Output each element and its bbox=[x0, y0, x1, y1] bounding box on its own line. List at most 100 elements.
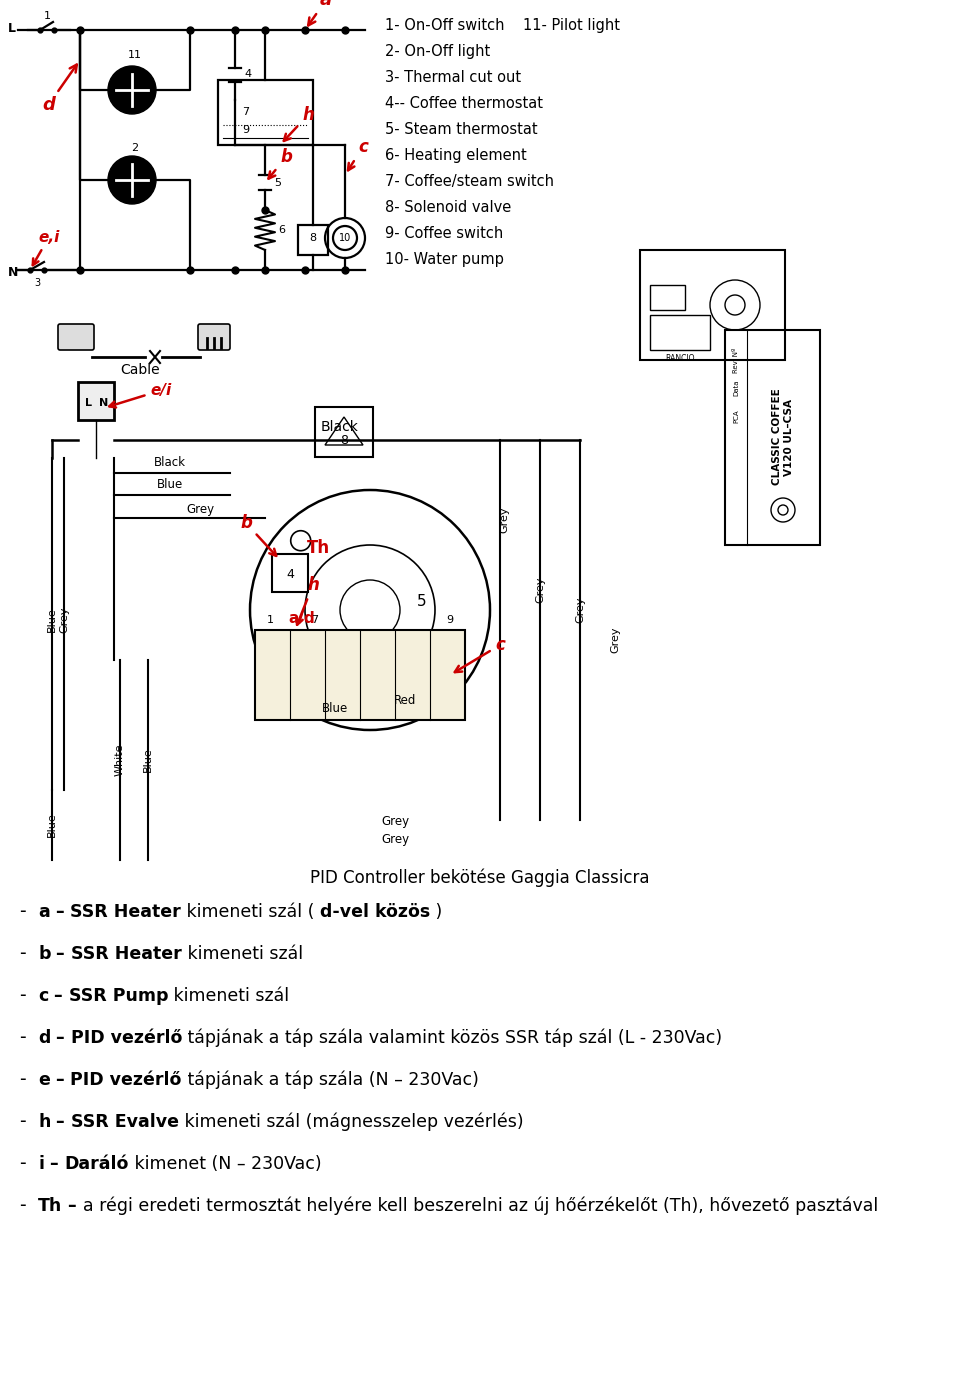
Text: kimeneti szál: kimeneti szál bbox=[168, 988, 290, 1006]
Text: c: c bbox=[455, 636, 505, 672]
Text: 3- Thermal cut out: 3- Thermal cut out bbox=[385, 71, 521, 84]
Text: SSR Pump: SSR Pump bbox=[69, 988, 168, 1006]
Text: 9- Coffee switch: 9- Coffee switch bbox=[385, 226, 503, 241]
Text: a régi eredeti termosztát helyére kell beszerelni az új hőérzékelőt (Th), hőveze: a régi eredeti termosztát helyére kell b… bbox=[83, 1197, 878, 1215]
Text: Blue: Blue bbox=[47, 608, 57, 633]
Text: Th: Th bbox=[38, 1197, 62, 1215]
Text: a/d: a/d bbox=[289, 611, 316, 626]
Text: tápjának a táp szála (N – 230Vac): tápjának a táp szála (N – 230Vac) bbox=[181, 1071, 479, 1089]
Bar bbox=[315, 407, 373, 457]
Text: -: - bbox=[18, 1029, 25, 1047]
Text: Black: Black bbox=[154, 457, 186, 470]
Text: 1: 1 bbox=[267, 615, 274, 625]
Text: -: - bbox=[18, 1071, 25, 1090]
Text: Grey: Grey bbox=[535, 576, 545, 604]
Text: PID Controller bekötése Gaggia Classicra: PID Controller bekötése Gaggia Classicra bbox=[310, 868, 650, 888]
Text: RANCIO: RANCIO bbox=[665, 355, 695, 363]
Text: –: – bbox=[50, 1114, 71, 1132]
Text: 2- On-Off light: 2- On-Off light bbox=[385, 44, 491, 60]
Text: 1: 1 bbox=[43, 11, 51, 21]
Text: Grey: Grey bbox=[575, 597, 585, 623]
Text: Th: Th bbox=[306, 539, 329, 557]
Text: e/i: e/i bbox=[109, 384, 171, 407]
Text: –: – bbox=[48, 988, 69, 1006]
Bar bbox=[650, 314, 710, 350]
Text: c: c bbox=[38, 988, 48, 1006]
Text: h: h bbox=[38, 1114, 50, 1132]
Text: i: i bbox=[38, 1155, 44, 1173]
Text: Blue: Blue bbox=[156, 478, 183, 490]
Text: Red: Red bbox=[394, 694, 417, 706]
Text: Grey: Grey bbox=[381, 834, 409, 846]
Text: 7: 7 bbox=[311, 615, 319, 625]
Text: –: – bbox=[50, 903, 70, 921]
Text: -: - bbox=[18, 1155, 25, 1173]
Text: kimeneti szál: kimeneti szál bbox=[181, 945, 303, 963]
Text: SSR Evalve: SSR Evalve bbox=[71, 1114, 179, 1132]
Text: a: a bbox=[38, 903, 50, 921]
Text: Blue: Blue bbox=[322, 701, 348, 715]
Text: SSR Heater: SSR Heater bbox=[70, 903, 181, 921]
Text: 4-- Coffee thermostat: 4-- Coffee thermostat bbox=[385, 96, 543, 111]
Text: 9: 9 bbox=[446, 615, 453, 625]
FancyBboxPatch shape bbox=[198, 324, 230, 350]
Text: e: e bbox=[38, 1071, 50, 1089]
Text: –: – bbox=[44, 1155, 64, 1173]
Text: White: White bbox=[115, 744, 125, 776]
Text: L: L bbox=[8, 22, 16, 35]
Text: –: – bbox=[51, 945, 71, 963]
Circle shape bbox=[108, 157, 156, 204]
Text: Cable: Cable bbox=[120, 363, 159, 377]
Text: -: - bbox=[18, 903, 25, 921]
Text: -: - bbox=[18, 1197, 25, 1216]
Text: b: b bbox=[240, 514, 276, 555]
Text: 8: 8 bbox=[309, 233, 317, 242]
Text: 1- On-Off switch    11- Pilot light: 1- On-Off switch 11- Pilot light bbox=[385, 18, 620, 33]
Text: 3: 3 bbox=[34, 278, 40, 288]
Text: 2: 2 bbox=[132, 143, 138, 152]
Text: N: N bbox=[100, 397, 108, 409]
Text: Blue: Blue bbox=[47, 813, 57, 838]
Bar bbox=[272, 554, 308, 591]
Text: e,i: e,i bbox=[33, 230, 60, 265]
Text: 8- Solenoid valve: 8- Solenoid valve bbox=[385, 199, 512, 215]
Text: 7- Coffee/steam switch: 7- Coffee/steam switch bbox=[385, 175, 554, 188]
Text: kimenet (N – 230Vac): kimenet (N – 230Vac) bbox=[129, 1155, 322, 1173]
Text: 6: 6 bbox=[278, 224, 285, 235]
Text: b: b bbox=[269, 148, 292, 179]
Text: 4: 4 bbox=[244, 69, 252, 79]
Text: 10: 10 bbox=[339, 233, 351, 242]
Text: -: - bbox=[18, 986, 25, 1006]
Text: c: c bbox=[348, 138, 368, 170]
Text: Grey: Grey bbox=[610, 627, 620, 654]
Bar bbox=[725, 330, 820, 546]
Text: 7: 7 bbox=[243, 107, 250, 116]
Text: 5: 5 bbox=[274, 179, 281, 188]
Text: –: – bbox=[62, 1197, 83, 1215]
Text: Grey: Grey bbox=[499, 507, 509, 533]
Text: CLASSIC COFFEE
V120 UL–CSA: CLASSIC COFFEE V120 UL–CSA bbox=[772, 389, 794, 485]
Text: tápjának a táp szála valamint közös SSR táp szál (L - 230Vac): tápjának a táp szála valamint közös SSR … bbox=[182, 1029, 723, 1047]
Text: 6- Heating element: 6- Heating element bbox=[385, 148, 527, 163]
Text: d-vel közös: d-vel közös bbox=[320, 903, 430, 921]
Text: d: d bbox=[38, 1029, 50, 1047]
Text: 8: 8 bbox=[340, 434, 348, 446]
Text: Grey: Grey bbox=[59, 607, 69, 633]
Text: 4: 4 bbox=[286, 568, 294, 580]
Text: Data: Data bbox=[733, 379, 739, 396]
Text: h: h bbox=[297, 576, 319, 625]
Text: Black: Black bbox=[321, 420, 359, 434]
Text: 9: 9 bbox=[243, 125, 250, 134]
Text: PCA: PCA bbox=[733, 409, 739, 422]
Text: b: b bbox=[38, 945, 51, 963]
Text: a: a bbox=[308, 0, 332, 25]
Text: Blue: Blue bbox=[143, 748, 153, 773]
Text: ): ) bbox=[430, 903, 443, 921]
Text: –: – bbox=[50, 1029, 71, 1047]
Text: L: L bbox=[84, 397, 91, 409]
Bar bbox=[650, 285, 685, 310]
Text: kimeneti szál (: kimeneti szál ( bbox=[181, 903, 320, 921]
Text: PID vezérlő: PID vezérlő bbox=[70, 1071, 181, 1089]
Bar bbox=[78, 382, 114, 420]
Text: SSR Heater: SSR Heater bbox=[71, 945, 181, 963]
